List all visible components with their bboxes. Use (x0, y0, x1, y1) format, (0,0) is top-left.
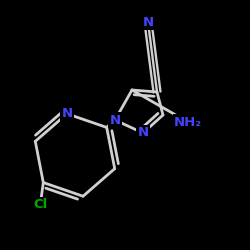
Text: N: N (62, 107, 72, 120)
Text: N: N (142, 16, 154, 28)
Text: Cl: Cl (33, 198, 48, 211)
Text: NH₂: NH₂ (174, 116, 202, 128)
Text: N: N (110, 114, 120, 126)
Text: N: N (138, 126, 148, 140)
